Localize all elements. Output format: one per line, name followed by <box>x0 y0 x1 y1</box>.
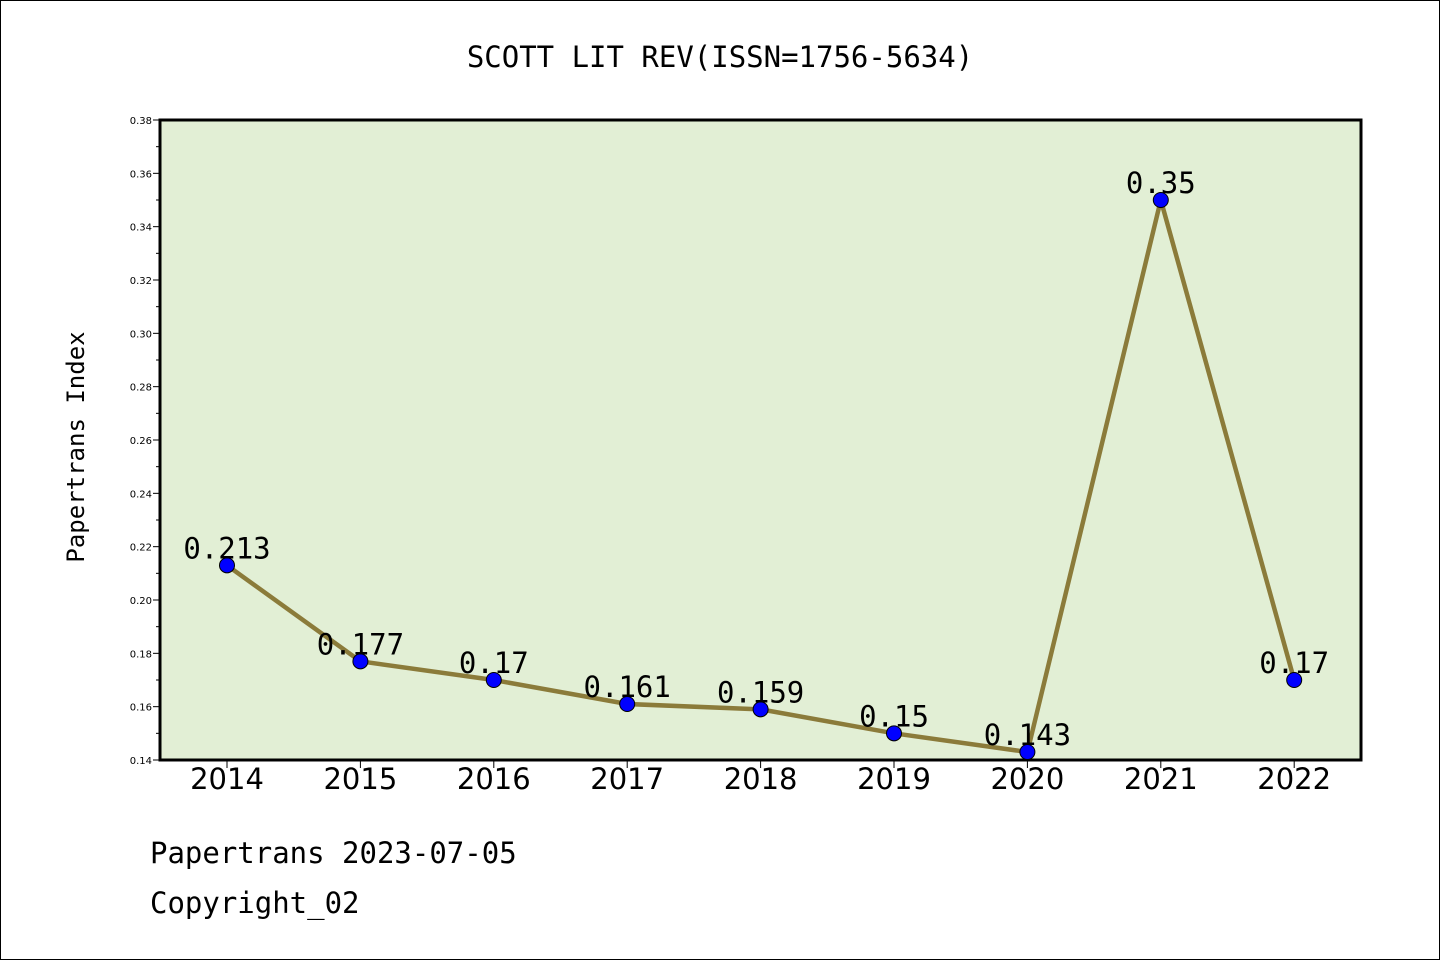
y-tick-label: 0.30 <box>130 329 152 340</box>
data-labels: 0.213 0.177 0.17 0.161 0.159 0.15 0.143 0.35 0.1… <box>183 166 1329 752</box>
x-tick-label: 2017 <box>590 762 664 796</box>
data-point <box>752 701 769 718</box>
y-tick-label: 0.34 <box>130 223 152 234</box>
data-point <box>1152 192 1169 208</box>
series-papertrans-index <box>219 192 1303 760</box>
y-tick-label: 0.24 <box>130 489 152 500</box>
footer-date: Papertrans 2023-07-05 <box>150 836 517 870</box>
y-tick-label: 0.26 <box>130 436 152 447</box>
y-tick-label: 0.14 <box>130 756 152 767</box>
y-tick-label: 0.20 <box>130 596 152 607</box>
footer-copyright: Copyright_02 <box>150 886 360 920</box>
y-tick-label: 0.32 <box>130 276 152 287</box>
data-label: 0.213 <box>183 531 270 565</box>
x-tick-label: 2021 <box>1124 762 1198 796</box>
x-tick-label: 2015 <box>323 762 397 796</box>
y-tick-label: 0.16 <box>130 703 152 714</box>
x-tick-label: 2016 <box>457 762 531 796</box>
x-tick-label: 2019 <box>857 762 931 796</box>
data-point <box>1019 744 1036 760</box>
data-point <box>485 672 502 688</box>
y-tick-label: 0.22 <box>130 543 152 554</box>
x-axis-ticks: 2014 2015 2016 2017 2018 2019 2020 2021 2022 <box>190 760 1331 796</box>
data-point <box>352 653 369 670</box>
x-tick-label: 2022 <box>1257 762 1331 796</box>
x-tick-label: 2020 <box>990 762 1064 796</box>
data-point <box>219 557 235 574</box>
data-label: 0.35 <box>1126 166 1196 200</box>
data-label: 0.17 <box>459 646 529 680</box>
x-tick-label: 2014 <box>190 762 264 796</box>
data-label: 0.177 <box>317 627 404 661</box>
data-label: 0.17 <box>1259 646 1329 680</box>
y-tick-label: 0.18 <box>130 649 152 660</box>
chart-title: SCOTT LIT REV(ISSN=1756-5634) <box>467 40 973 74</box>
data-label: 0.159 <box>717 675 804 709</box>
data-point <box>1286 672 1303 688</box>
data-point <box>619 696 636 712</box>
y-axis-label: Papertrans Index <box>62 331 90 562</box>
x-tick-label: 2018 <box>724 762 798 796</box>
data-label: 0.15 <box>859 699 929 733</box>
y-axis-ticks: 0.14 0.16 0.18 0.20 0.22 0.24 0.26 0.28 0.30 0.32… <box>130 116 160 767</box>
plot-area <box>158 118 1363 762</box>
y-tick-label: 0.28 <box>130 383 152 394</box>
y-tick-label: 0.38 <box>130 116 152 127</box>
data-label: 0.143 <box>984 718 1071 752</box>
data-point <box>886 725 902 742</box>
y-tick-label: 0.36 <box>130 169 152 180</box>
data-label: 0.161 <box>584 670 671 704</box>
